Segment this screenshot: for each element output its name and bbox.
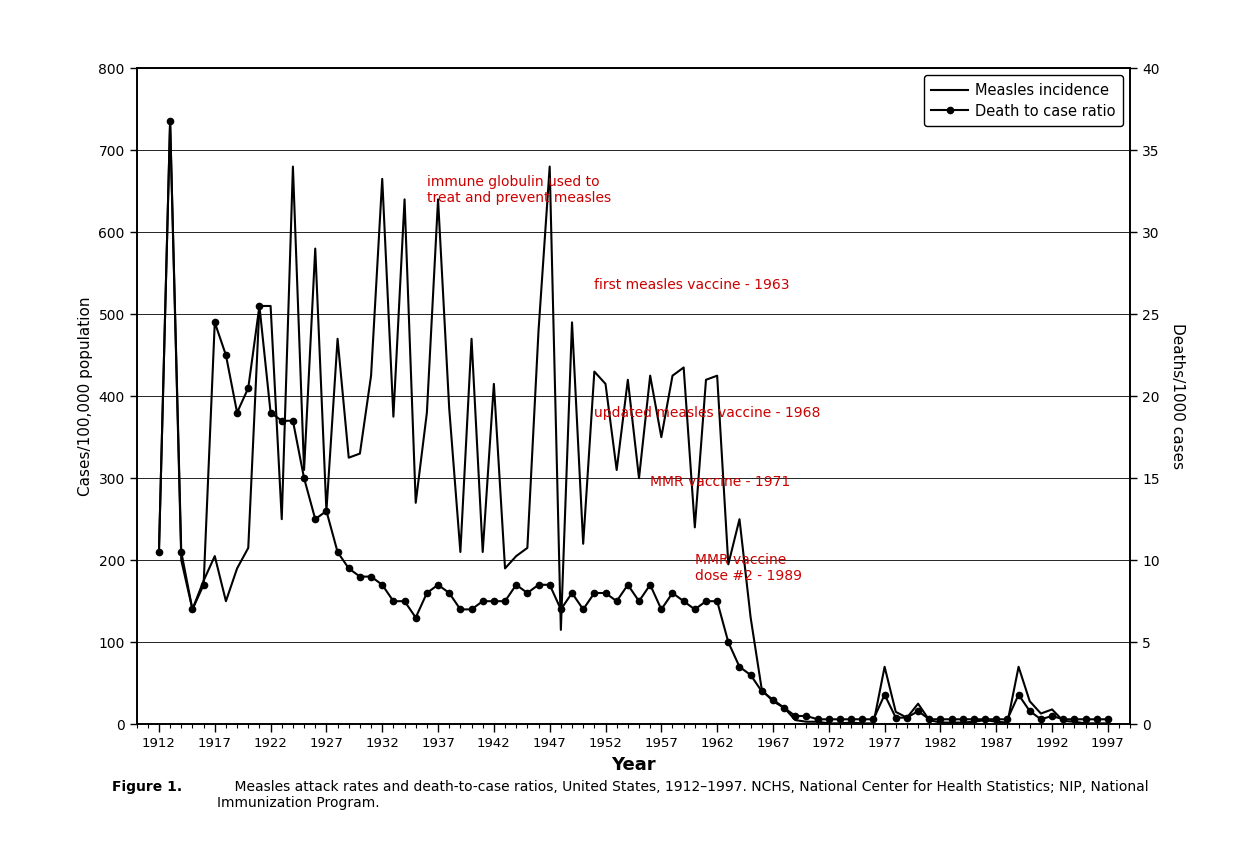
Y-axis label: Cases/100,000 population: Cases/100,000 population — [78, 296, 93, 496]
Text: MMR vaccine
dose #2 - 1989: MMR vaccine dose #2 - 1989 — [694, 553, 802, 584]
Text: first measles vaccine - 1963: first measles vaccine - 1963 — [595, 279, 790, 292]
Text: Figure 1.: Figure 1. — [112, 780, 181, 793]
Measles incidence — [621, 375, 636, 385]
Death to case ratio — [185, 604, 200, 614]
Measles incidence — [899, 712, 914, 722]
Line: Measles incidence: Measles incidence — [159, 122, 1108, 723]
Death to case ratio — [1100, 714, 1115, 724]
Y-axis label: Deaths/1000 cases: Deaths/1000 cases — [1170, 323, 1185, 469]
Measles incidence — [152, 547, 166, 557]
Measles incidence — [263, 301, 278, 311]
Measles incidence — [1100, 718, 1115, 728]
Text: MMR vaccine - 1971: MMR vaccine - 1971 — [650, 475, 790, 489]
Measles incidence — [821, 718, 836, 728]
Text: immune globulin used to
treat and prevent measles: immune globulin used to treat and preven… — [427, 175, 611, 205]
Text: updated measles vaccine - 1968: updated measles vaccine - 1968 — [595, 406, 821, 419]
Death to case ratio — [899, 712, 914, 722]
Measles incidence — [185, 604, 200, 614]
Death to case ratio — [163, 116, 178, 126]
Death to case ratio — [621, 579, 636, 590]
X-axis label: Year: Year — [611, 756, 656, 774]
Death to case ratio — [810, 714, 825, 724]
Measles incidence — [163, 117, 178, 127]
Measles incidence — [207, 551, 222, 561]
Death to case ratio — [207, 317, 222, 327]
Death to case ratio — [977, 714, 992, 724]
Death to case ratio — [263, 407, 278, 417]
Line: Death to case ratio: Death to case ratio — [155, 118, 1112, 722]
Text: Measles attack rates and death-to-case ratios, United States, 1912–1997. NCHS, N: Measles attack rates and death-to-case r… — [217, 780, 1149, 809]
Measles incidence — [977, 715, 992, 725]
Death to case ratio — [152, 547, 166, 557]
Legend: Measles incidence, Death to case ratio: Measles incidence, Death to case ratio — [924, 76, 1123, 126]
